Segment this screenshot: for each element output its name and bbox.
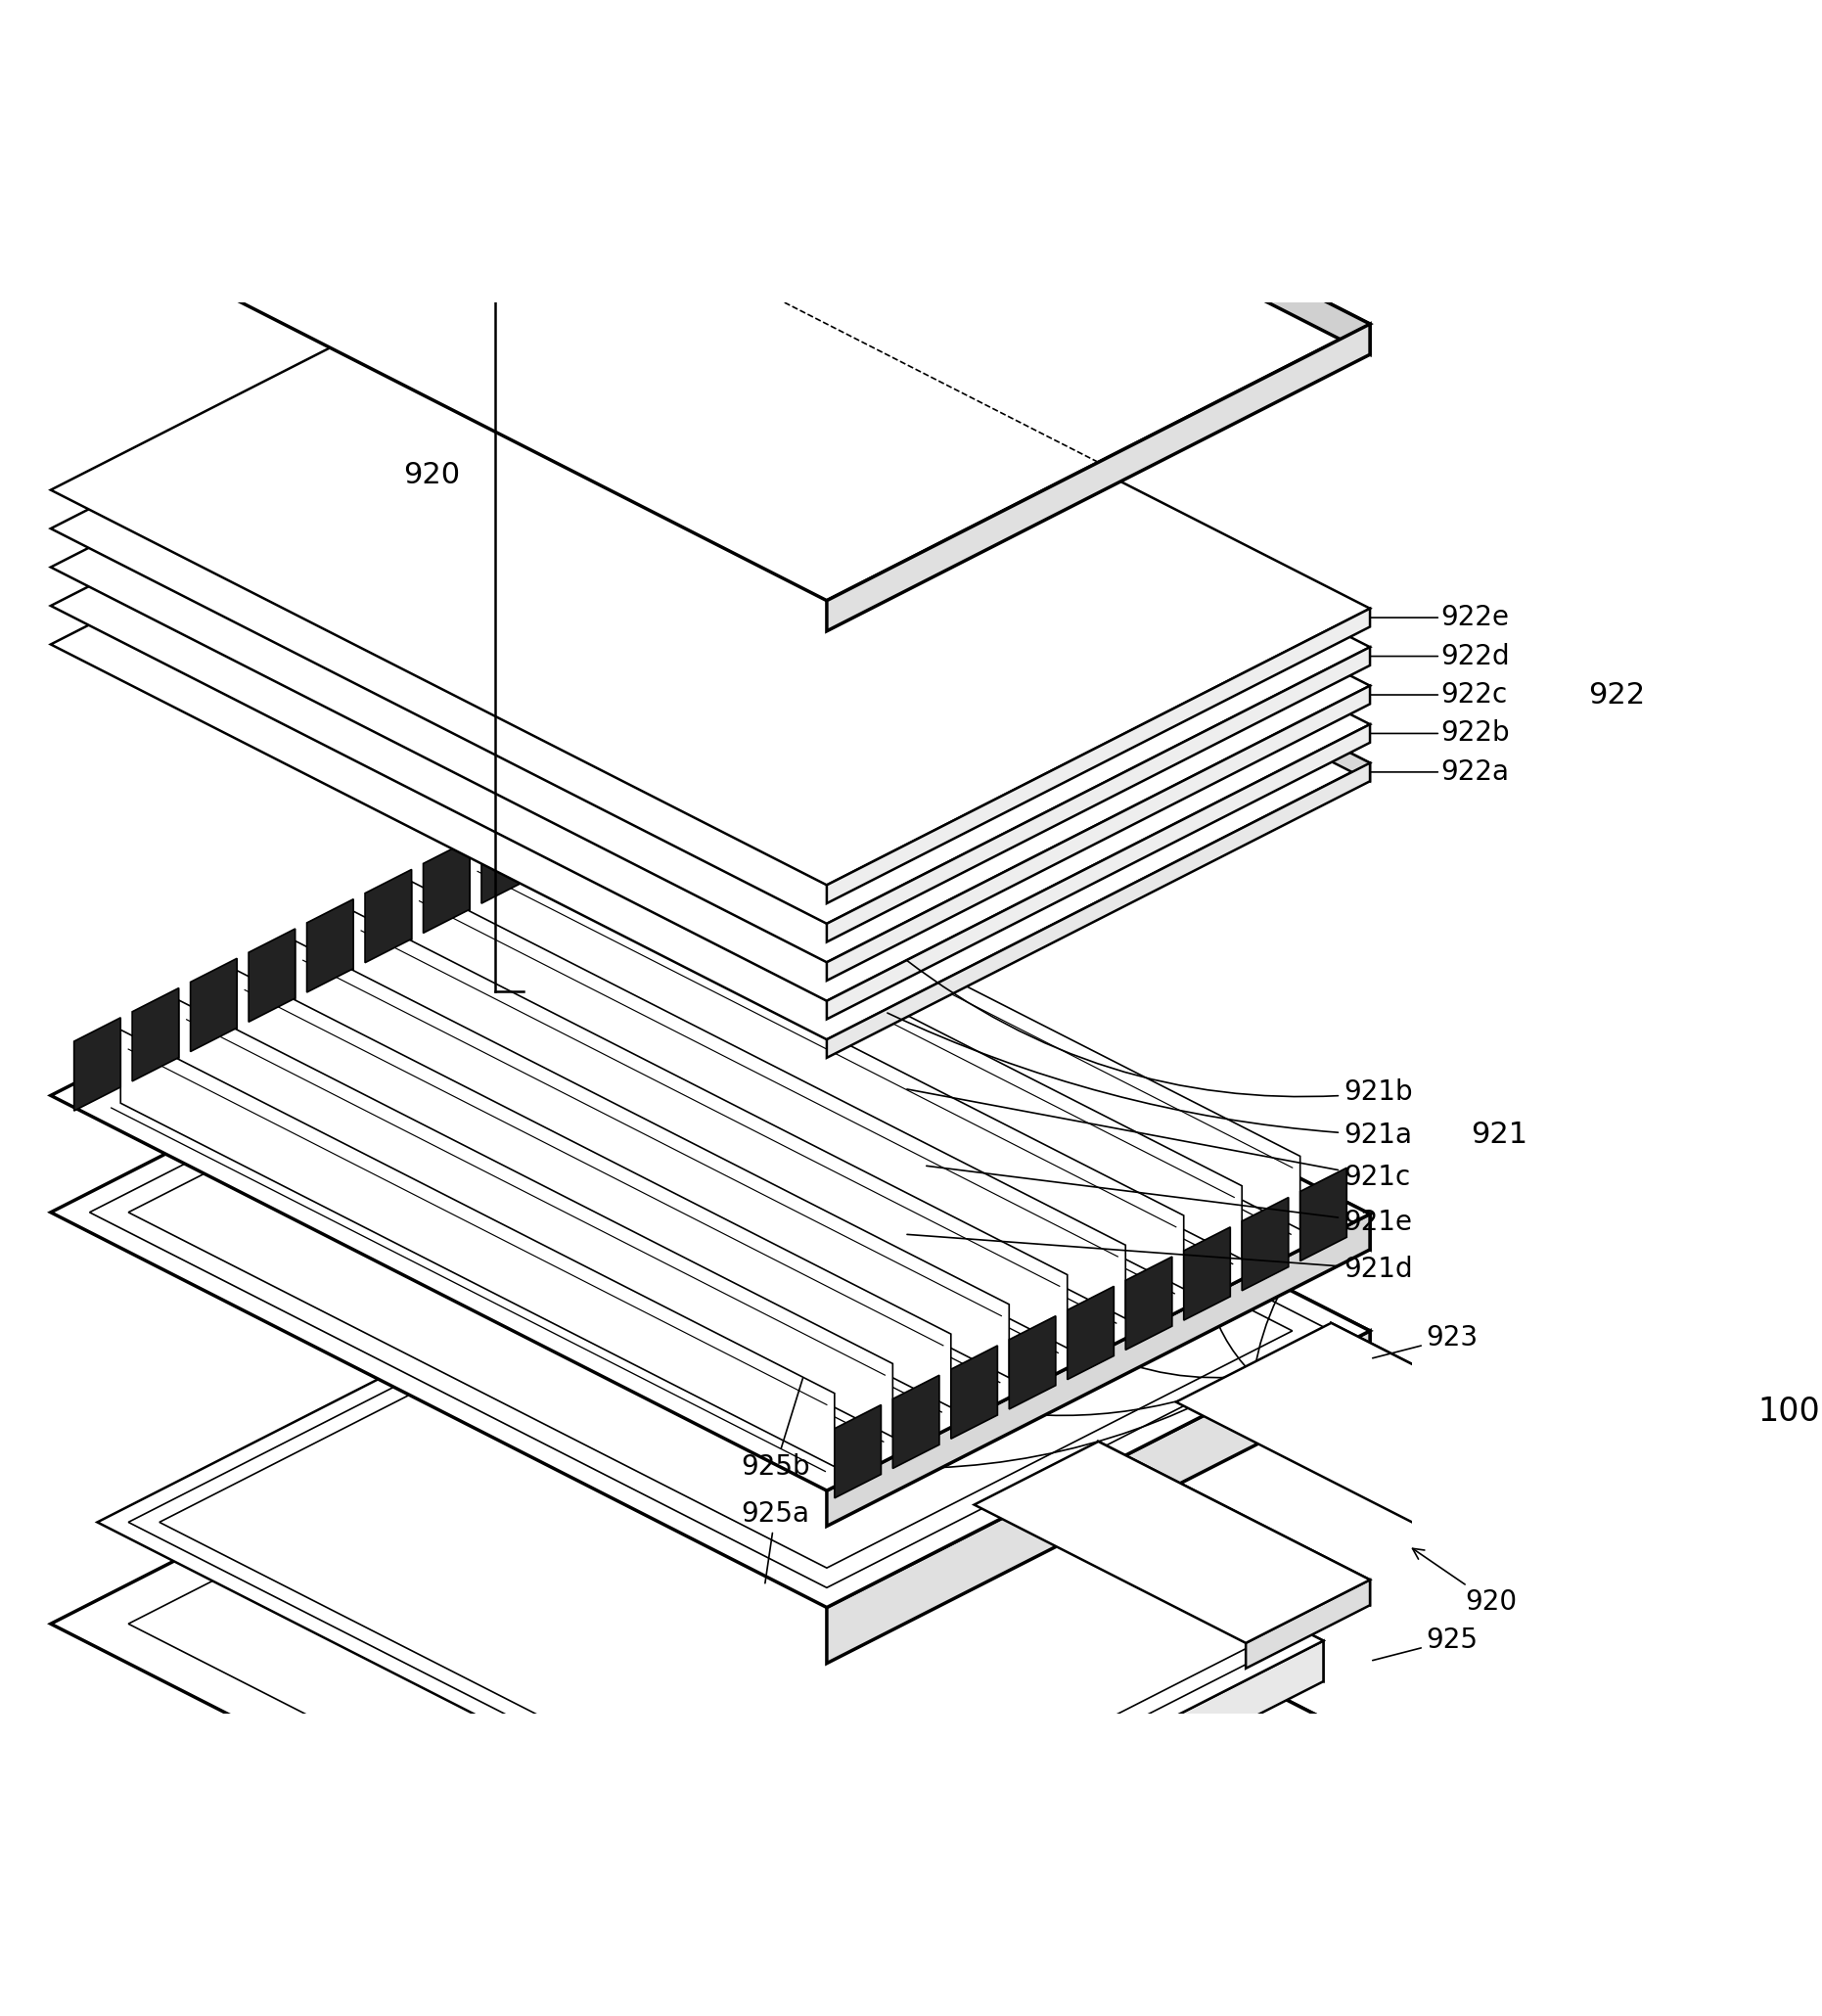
Polygon shape xyxy=(1068,1286,1113,1379)
Polygon shape xyxy=(827,647,1370,941)
Polygon shape xyxy=(51,818,1370,1490)
Polygon shape xyxy=(470,853,1184,1288)
Polygon shape xyxy=(827,1742,1370,2016)
Text: 925: 925 xyxy=(1372,1627,1478,1661)
Polygon shape xyxy=(191,958,237,1052)
Polygon shape xyxy=(827,325,1370,631)
Polygon shape xyxy=(179,1000,893,1437)
Polygon shape xyxy=(594,935,1370,1387)
Polygon shape xyxy=(893,1375,940,1468)
Polygon shape xyxy=(1246,1581,1370,1669)
Polygon shape xyxy=(594,1270,1323,1681)
Polygon shape xyxy=(128,1387,1292,1980)
Text: 920: 920 xyxy=(403,462,459,490)
Text: 922d: 922d xyxy=(1370,643,1510,669)
Text: 922b: 922b xyxy=(1370,720,1510,748)
Polygon shape xyxy=(827,1331,1370,1663)
Polygon shape xyxy=(827,762,1370,1058)
Polygon shape xyxy=(587,792,1301,1230)
Polygon shape xyxy=(594,818,1370,1250)
Polygon shape xyxy=(481,810,528,903)
Polygon shape xyxy=(75,1018,120,1111)
Text: 922: 922 xyxy=(1589,681,1645,710)
Polygon shape xyxy=(539,780,587,873)
Text: 922e: 922e xyxy=(1370,605,1509,631)
Polygon shape xyxy=(1448,1462,1603,1566)
Polygon shape xyxy=(1126,1256,1172,1351)
Text: 921a: 921a xyxy=(887,1012,1412,1149)
Polygon shape xyxy=(51,1347,1370,2016)
Polygon shape xyxy=(306,899,353,992)
Text: 920: 920 xyxy=(1412,1548,1518,1617)
Polygon shape xyxy=(951,1345,997,1439)
Text: 923: 923 xyxy=(1372,1325,1478,1359)
Polygon shape xyxy=(1175,1322,1603,1540)
Polygon shape xyxy=(1099,1441,1370,1605)
Polygon shape xyxy=(120,1030,834,1466)
Text: 921b: 921b xyxy=(907,960,1412,1107)
Polygon shape xyxy=(51,214,1370,885)
Polygon shape xyxy=(423,841,470,933)
Polygon shape xyxy=(51,329,1370,1000)
Polygon shape xyxy=(295,941,1009,1377)
Polygon shape xyxy=(237,970,951,1407)
Polygon shape xyxy=(827,1641,1323,1933)
Polygon shape xyxy=(827,1214,1370,1526)
Polygon shape xyxy=(51,0,1370,601)
Polygon shape xyxy=(353,911,1068,1349)
Text: 100: 100 xyxy=(1758,1395,1820,1427)
Polygon shape xyxy=(528,823,1243,1260)
Polygon shape xyxy=(51,935,1370,1607)
Polygon shape xyxy=(1332,1322,1603,1486)
Polygon shape xyxy=(975,1441,1370,1643)
Polygon shape xyxy=(1243,1198,1288,1290)
Polygon shape xyxy=(364,869,412,964)
Text: 921d: 921d xyxy=(907,1234,1412,1282)
Text: 921: 921 xyxy=(1470,1121,1527,1149)
Text: 921e: 921e xyxy=(926,1165,1412,1236)
Polygon shape xyxy=(51,290,1370,962)
Text: 922c: 922c xyxy=(1370,681,1507,708)
Text: 925a: 925a xyxy=(742,1500,809,1583)
Polygon shape xyxy=(827,609,1370,903)
Polygon shape xyxy=(1009,1316,1055,1409)
Polygon shape xyxy=(133,988,179,1081)
Polygon shape xyxy=(594,1347,1370,1925)
Polygon shape xyxy=(827,685,1370,980)
Polygon shape xyxy=(594,0,1370,355)
Polygon shape xyxy=(834,1405,882,1498)
Polygon shape xyxy=(594,367,1370,782)
Polygon shape xyxy=(827,724,1370,1020)
Polygon shape xyxy=(51,367,1370,1040)
Polygon shape xyxy=(248,929,295,1022)
Text: 925b: 925b xyxy=(742,1379,809,1482)
Text: 921c: 921c xyxy=(907,1089,1410,1191)
Polygon shape xyxy=(51,252,1370,923)
Polygon shape xyxy=(1184,1228,1230,1320)
Text: 922a: 922a xyxy=(1370,758,1509,786)
Polygon shape xyxy=(97,1270,1323,1893)
Polygon shape xyxy=(1301,1167,1346,1260)
Polygon shape xyxy=(412,881,1126,1318)
